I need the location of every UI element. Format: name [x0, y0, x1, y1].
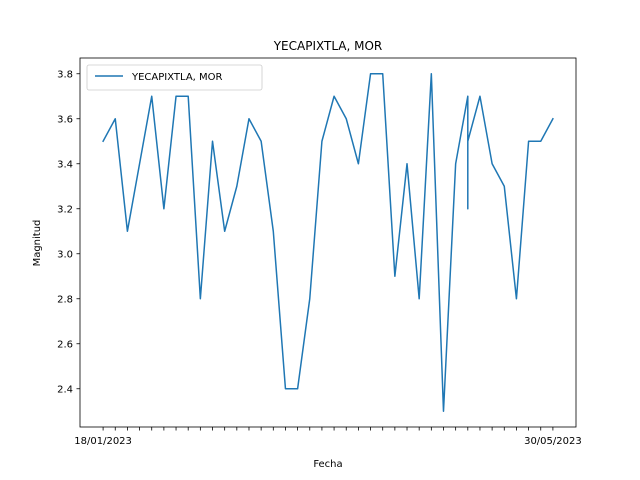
series-line-yecapixtla	[102, 73, 554, 412]
legend-label: YECAPIXTLA, MOR	[131, 72, 223, 83]
plot-frame	[79, 57, 577, 428]
y-tick-label: 3.4	[57, 159, 73, 170]
y-tick-label: 3.0	[57, 249, 73, 260]
chart-title: YECAPIXTLA, MOR	[273, 39, 383, 53]
y-tick-label: 2.6	[57, 339, 73, 350]
y-tick-label: 3.2	[57, 204, 73, 215]
legend: YECAPIXTLA, MOR	[86, 64, 263, 91]
y-tick-label: 3.6	[57, 114, 73, 125]
legend-box	[86, 64, 263, 91]
y-tick-label: 2.8	[57, 294, 73, 305]
x-tick-label: 18/01/2023	[74, 436, 132, 447]
x-axis-title: Fecha	[313, 459, 342, 470]
y-axis: 2.4 2.6 2.8 3.0 3.2 3.4 3.6 3.8	[57, 69, 80, 395]
x-axis: 18/01/2023 30/05/2023	[74, 427, 582, 447]
y-tick-label: 2.4	[57, 384, 73, 395]
y-tick-label: 3.8	[57, 69, 73, 80]
y-axis-title: Magnitud	[32, 220, 43, 267]
plot-area	[80, 58, 576, 427]
x-tick-label: 30/05/2023	[524, 436, 582, 447]
